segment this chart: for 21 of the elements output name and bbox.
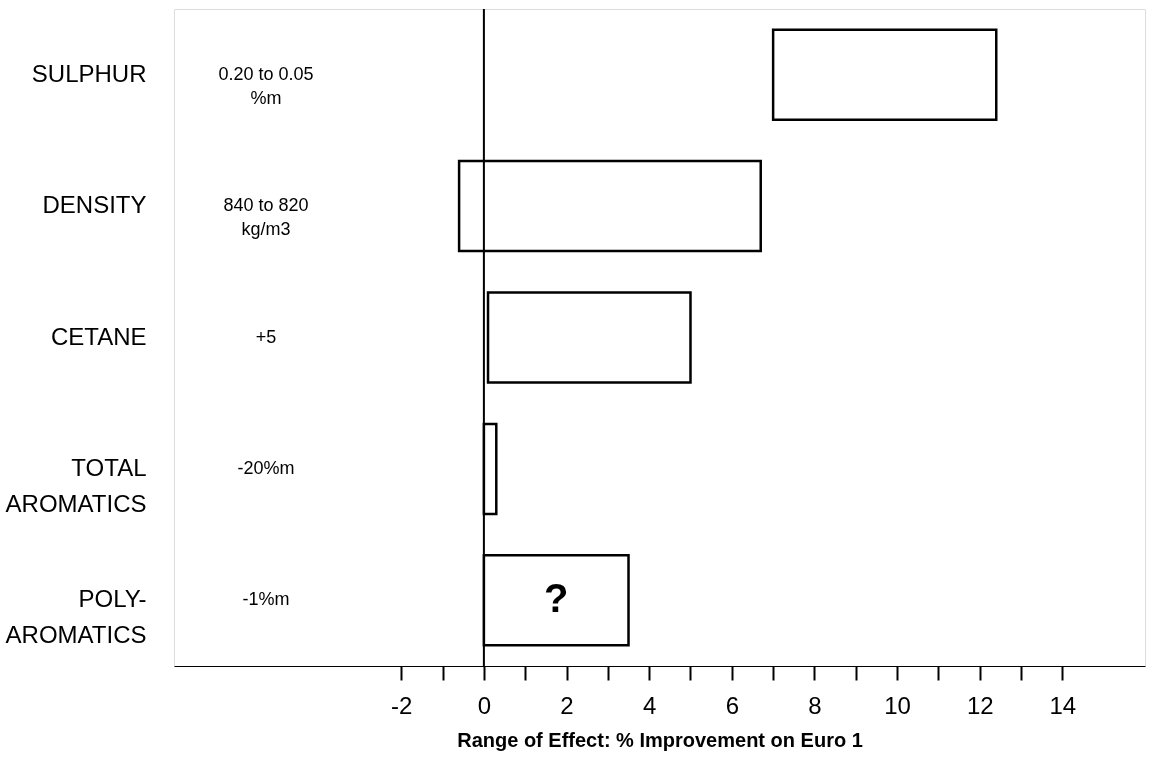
x-tick-label: 10 xyxy=(884,691,911,719)
x-tick-label: 0 xyxy=(477,691,492,719)
annotation: 0.20 to 0.05 %m xyxy=(218,63,314,108)
y-tick-label: CETANE xyxy=(50,322,147,350)
x-tick-label: 2 xyxy=(560,691,574,719)
annotation: -1%m xyxy=(242,589,290,610)
x-tick-label: 4 xyxy=(642,691,657,719)
annotation: ? xyxy=(543,576,569,621)
annotation: -20%m xyxy=(237,457,295,478)
y-tick-label: TOTAL AROMATICS xyxy=(5,453,147,517)
x-tick-label: 14 xyxy=(1049,691,1077,719)
x-axis-title: Range of Effect: % Improvement on Euro 1 xyxy=(457,728,863,751)
y-tick-label: POLY- AROMATICS xyxy=(5,585,147,649)
y-tick-label: SULPHUR xyxy=(31,59,147,87)
x-tick-label: 12 xyxy=(966,691,994,719)
annotation: 840 to 820 kg/m3 xyxy=(223,195,309,240)
x-tick-label: -2 xyxy=(391,691,413,719)
x-tick-label: 8 xyxy=(808,691,822,719)
x-tick-label: 6 xyxy=(725,691,739,719)
y-tick-label: DENSITY xyxy=(42,191,147,219)
annotation: +5 xyxy=(255,326,277,347)
